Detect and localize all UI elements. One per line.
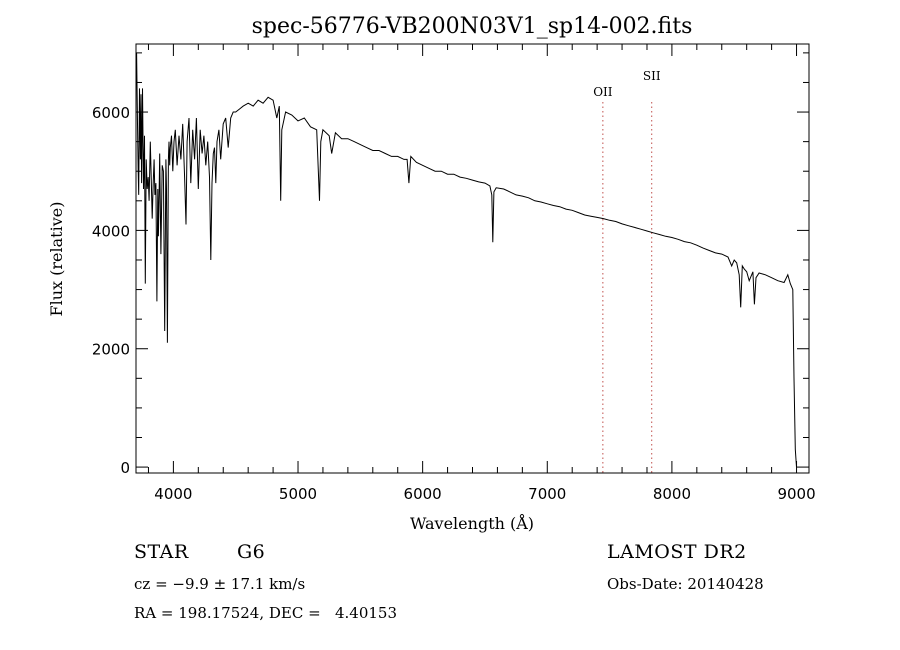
- axis-tick-labels: 4000 5000 6000 7000 8000 9000 0 2000 4000 6000: [92, 104, 816, 503]
- y-tick-label: 0: [120, 459, 130, 477]
- plot-frame: [135, 43, 810, 474]
- axis-ticks: [136, 44, 809, 473]
- x-tick-label: 8000: [653, 485, 691, 503]
- line-markers: OII SII: [593, 69, 661, 473]
- x-tick-label: 5000: [279, 485, 317, 503]
- x-tick-label: 9000: [777, 485, 815, 503]
- x-tick-label: 6000: [404, 485, 442, 503]
- x-tick-label: 7000: [528, 485, 566, 503]
- y-tick-label: 6000: [92, 104, 130, 122]
- spectral-subclass: G6: [237, 541, 266, 563]
- observation-date: Obs-Date: 20140428: [607, 575, 764, 593]
- y-tick-label: 2000: [92, 341, 130, 359]
- coordinates: RA = 198.17524, DEC = 4.40153: [134, 604, 398, 622]
- redshift-velocity: cz = −9.9 ± 17.1 km/s: [134, 575, 306, 593]
- survey-name: LAMOST DR2: [607, 541, 747, 563]
- x-tick-label: 4000: [154, 485, 192, 503]
- line-marker-label: OII: [593, 85, 613, 99]
- object-type: STAR: [134, 541, 189, 563]
- chart-title: spec-56776-VB200N03V1_sp14-002.fits: [252, 14, 693, 39]
- spectrum-line: [135, 52, 797, 468]
- y-axis-label: Flux (relative): [47, 202, 66, 317]
- y-tick-label: 4000: [92, 222, 130, 240]
- x-axis-label: Wavelength (Å): [410, 513, 534, 533]
- line-marker-label: SII: [643, 69, 661, 83]
